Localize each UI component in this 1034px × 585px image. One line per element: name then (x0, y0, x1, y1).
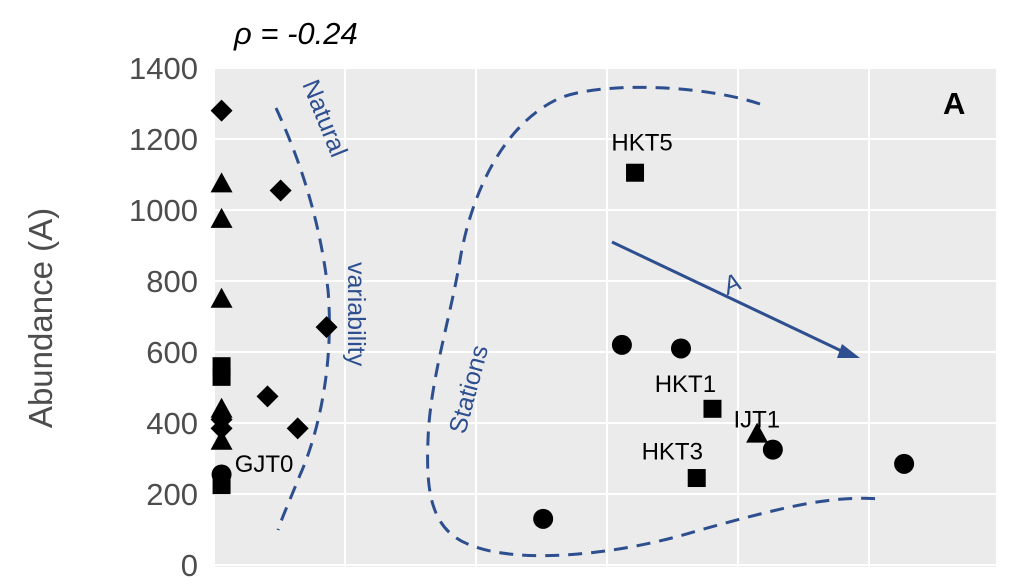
trend-arrow (611, 240, 851, 357)
stations-boundary (426, 85, 881, 558)
y-tick-label: 800 (146, 264, 198, 299)
grid-lines (215, 67, 996, 567)
data-point-diamond (210, 99, 233, 122)
point-label: HKT1 (655, 371, 716, 398)
data-point-circle (670, 338, 691, 359)
y-tick-label: 1400 (129, 51, 198, 86)
y-tick-label: 1000 (129, 193, 198, 228)
data-point-diamond (286, 417, 309, 440)
data-points (210, 99, 915, 529)
data-point-triangle (210, 207, 233, 228)
data-point-square (703, 399, 722, 418)
data-point-square (212, 367, 231, 386)
y-tick-label: 0 (181, 548, 198, 583)
y-tick-labels: 0 200 400 600 800 1000 1200 1400 (129, 51, 198, 583)
data-point-diamond (256, 385, 279, 408)
point-labels: HKT5 HKT1 IJT1 HKT3 GJT0 (235, 130, 780, 478)
data-point-triangle (210, 287, 233, 308)
data-point-circle (894, 453, 915, 474)
point-label: HKT5 (611, 130, 672, 157)
chart-title: ρ = -0.24 (233, 16, 358, 51)
data-point-triangle (210, 429, 233, 450)
y-tick-label: 1200 (129, 122, 198, 157)
data-point-circle (611, 334, 632, 355)
annotation-variability: variability (342, 262, 370, 367)
data-point-triangle (746, 422, 769, 443)
data-point-diamond (315, 316, 338, 339)
natural-variability-boundary (274, 107, 331, 531)
data-point-square (687, 469, 706, 488)
panel-label: A (943, 86, 965, 121)
data-point-triangle (210, 397, 233, 418)
point-label: GJT0 (235, 451, 294, 478)
data-point-triangle (210, 172, 233, 193)
point-label: HKT3 (642, 438, 703, 465)
y-tick-label: 400 (146, 406, 198, 441)
data-point-circle (762, 439, 783, 460)
y-tick-label: 600 (146, 335, 198, 370)
data-point-diamond (210, 417, 233, 440)
trend-arrow-head (837, 344, 860, 358)
data-point-diamond (269, 179, 292, 202)
data-point-square (212, 476, 231, 495)
point-label: IJT1 (733, 406, 780, 433)
data-point-square (626, 163, 645, 182)
y-tick-label: 200 (146, 477, 198, 512)
y-axis-label: Abundance (A) (22, 208, 59, 428)
data-point-circle (533, 508, 554, 529)
